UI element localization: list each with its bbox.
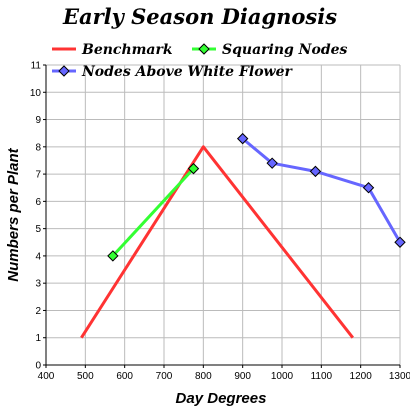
y-tick-label: 7: [35, 170, 41, 181]
y-tick-label: 2: [35, 306, 41, 317]
x-tick-label: 900: [234, 371, 251, 382]
data-point-2: [394, 236, 406, 248]
y-tick-label: 9: [35, 115, 41, 126]
x-tick-label: 400: [38, 371, 55, 382]
y-tick-label: 10: [30, 88, 42, 99]
x-tick-label: 600: [116, 371, 133, 382]
legend-marker-1: [198, 43, 210, 55]
x-tick-label: 1200: [350, 371, 373, 382]
x-tick-label: 1000: [271, 371, 294, 382]
legend-label-0: Benchmark: [81, 42, 173, 58]
y-tick-label: 8: [35, 142, 41, 153]
data-point-2: [236, 132, 249, 145]
chart-title: Early Season Diagnosis: [62, 4, 338, 29]
x-tick-label: 700: [156, 371, 173, 382]
legend-label-2: Nodes Above White Flower: [81, 64, 294, 80]
legend-marker-2: [58, 65, 70, 77]
y-axis-label: Numbers per Plant: [5, 147, 22, 281]
y-tick-label: 3: [35, 279, 41, 290]
data-point-1: [187, 162, 200, 175]
y-tick-label: 5: [35, 224, 41, 235]
y-tick-label: 1: [35, 333, 41, 344]
data-point-2: [309, 165, 322, 178]
x-tick-label: 500: [77, 371, 94, 382]
series-line-1: [111, 167, 195, 257]
data-point-2: [266, 157, 278, 169]
x-axis-label: Day Degrees: [176, 390, 267, 407]
data-point-2: [362, 182, 375, 194]
x-tick-label: 800: [195, 371, 212, 382]
y-tick-label: 4: [35, 251, 41, 262]
x-tick-label: 1300: [389, 371, 410, 382]
y-tick-label: 11: [31, 61, 42, 72]
plot-area: [46, 65, 400, 365]
y-tick-label: 0: [35, 361, 41, 372]
y-tick-label: 6: [35, 197, 41, 208]
data-point-1: [107, 250, 119, 262]
x-tick-label: 1100: [311, 371, 333, 382]
legend-label-1: Squaring Nodes: [222, 42, 348, 58]
series-line-0: [80, 145, 354, 339]
